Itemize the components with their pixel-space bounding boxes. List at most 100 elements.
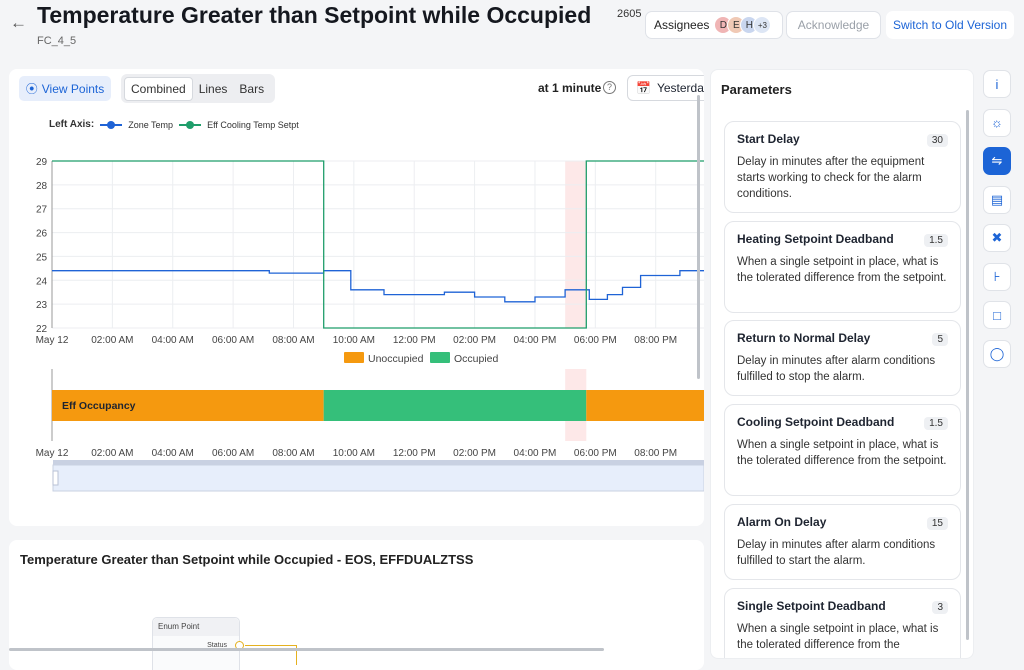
date-picker-button[interactable]: 📅 Yesterday xyxy=(627,75,704,101)
parameter-value: 1.5 xyxy=(924,417,948,430)
y-tick-label: 27 xyxy=(36,205,48,216)
enum-point-node[interactable]: Enum Point Status xyxy=(152,617,244,670)
x-tick-label: May 12 xyxy=(36,335,69,346)
calendar-icon: 📅 xyxy=(636,81,651,95)
parameter-value: 3 xyxy=(932,601,948,614)
flow-title: Temperature Greater than Setpoint while … xyxy=(20,552,474,567)
bar-x-tick-label: May 12 xyxy=(36,448,69,459)
help-icon[interactable]: ? xyxy=(603,81,616,94)
node-port-label: Status xyxy=(207,642,227,649)
setpoint-series xyxy=(52,160,704,329)
parameter-name: Cooling Setpoint Deadband xyxy=(737,415,895,429)
x-tick-label: 04:00 AM xyxy=(152,335,194,346)
y-tick-label: 26 xyxy=(36,229,48,240)
workflow-icon: ⊦ xyxy=(993,268,1001,284)
x-tick-label: 02:00 AM xyxy=(91,335,133,346)
parameter-description: When a single setpoint in place, what is… xyxy=(737,439,947,467)
x-tick-label: 08:00 AM xyxy=(272,335,314,346)
parameter-card[interactable]: Heating Setpoint Deadband 1.5 When a singl… xyxy=(724,221,961,313)
parameter-value: 1.5 xyxy=(924,234,948,247)
range-navigator-window xyxy=(52,464,704,492)
bar-x-tick-label: 04:00 AM xyxy=(152,448,194,459)
interval-label: at 1 minute xyxy=(538,81,602,95)
occupancy-segment xyxy=(586,390,704,421)
sliders-icon: ⇋ xyxy=(991,153,1003,168)
legend-swatch-occupied xyxy=(430,352,450,363)
bar-x-tick-label: 08:00 PM xyxy=(634,448,677,459)
sliders-rail-button[interactable]: ⇋ xyxy=(983,147,1011,175)
legend-unoccupied: Unoccupied xyxy=(368,353,424,365)
assignees-button[interactable]: Assignees D E H +3 xyxy=(645,11,783,39)
bar-x-tick-label: 10:00 AM xyxy=(333,448,375,459)
occupancy-segment xyxy=(323,390,587,421)
parameter-card[interactable]: Single Setpoint Deadband 3 When a single s… xyxy=(724,588,961,658)
bulb-rail-button[interactable]: ☼ xyxy=(983,108,1011,137)
bell-icon: ◯ xyxy=(989,345,1005,361)
x-tick-label: 02:00 PM xyxy=(453,335,496,346)
info-icon: i xyxy=(995,76,999,92)
alarm-highlight-band xyxy=(565,161,587,328)
parameter-card[interactable]: Return to Normal Delay 5 Delay in minutes … xyxy=(724,320,961,396)
assignees-label: Assignees xyxy=(654,18,710,32)
x-tick-label: 10:00 AM xyxy=(333,335,375,346)
view-points-label: View Points xyxy=(41,81,105,96)
parameter-value: 15 xyxy=(926,517,948,530)
parameter-card[interactable]: Alarm On Delay 15 Delay in minutes after a… xyxy=(724,504,961,580)
info-rail-button[interactable]: i xyxy=(983,70,1011,98)
y-tick-label: 28 xyxy=(36,181,48,192)
occupancy-row-label: Eff Occupancy xyxy=(62,400,136,412)
parameters-panel: Parameters Start Delay 30 Delay in minutes… xyxy=(710,69,974,659)
parameter-description: When a single setpoint in place, what is… xyxy=(737,623,939,651)
parameter-card[interactable]: Start Delay 30 Delay in minutes after the … xyxy=(724,121,961,213)
alarm-count: 2605 xyxy=(617,8,642,20)
range-navigator-track xyxy=(53,460,704,465)
bar-x-tick-label: 06:00 PM xyxy=(574,448,617,459)
occupancy-segment xyxy=(52,390,324,421)
tab-lines[interactable]: Lines xyxy=(198,81,228,96)
y-tick-label: 22 xyxy=(36,324,48,335)
view-mode-tabs: Combined Lines Bars xyxy=(121,74,275,103)
x-tick-label: 08:00 PM xyxy=(634,335,677,346)
acknowledge-button[interactable]: Acknowledge xyxy=(786,11,881,39)
parameter-value: 30 xyxy=(926,134,948,147)
bar-x-tick-label: 04:00 PM xyxy=(514,448,557,459)
parameter-description: Delay in minutes after alarm conditions … xyxy=(737,355,936,383)
parameters-scrollbar[interactable] xyxy=(966,110,969,640)
page-header: ← Temperature Greater than Setpoint whil… xyxy=(0,0,1024,64)
tools-rail-button[interactable]: ✖ xyxy=(983,224,1011,252)
back-arrow-icon[interactable]: ← xyxy=(10,13,27,32)
y-tick-label: 29 xyxy=(36,157,48,168)
parameter-description: Delay in minutes after alarm conditions … xyxy=(737,539,936,567)
view-points-button[interactable]: ⦿ View Points xyxy=(19,76,111,101)
node-title: Enum Point xyxy=(153,618,239,636)
clipboard-rail-button[interactable]: ▤ xyxy=(983,185,1011,214)
chat-rail-button[interactable]: □ xyxy=(983,301,1011,329)
parameter-name: Single Setpoint Deadband xyxy=(737,599,886,613)
tab-combined[interactable]: Combined xyxy=(124,76,193,101)
chat-icon: □ xyxy=(993,307,1001,323)
x-tick-label: 06:00 AM xyxy=(212,335,254,346)
legend-zone-temp[interactable]: Zone Temp xyxy=(128,119,174,130)
setpoint-legend-marker xyxy=(179,120,202,129)
tab-bars[interactable]: Bars xyxy=(239,81,265,96)
flow-scrollbar[interactable] xyxy=(9,648,604,651)
bar-x-tick-label: 12:00 PM xyxy=(393,448,436,459)
page-title: Temperature Greater than Setpoint while … xyxy=(37,2,592,28)
parameter-name: Heating Setpoint Deadband xyxy=(737,232,894,246)
parameter-description: Delay in minutes after the equipment sta… xyxy=(737,156,925,200)
bar-x-tick-label: 02:00 PM xyxy=(453,448,496,459)
legend-occupied: Occupied xyxy=(454,353,499,365)
y-tick-label: 23 xyxy=(36,300,48,311)
switch-old-version-button[interactable]: Switch to Old Version xyxy=(886,11,1014,39)
broadcast-icon: ⦿ xyxy=(25,82,38,96)
bell-rail-button[interactable]: ◯ xyxy=(983,339,1011,368)
flow-card: Temperature Greater than Setpoint while … xyxy=(9,540,704,670)
legend-setpoint[interactable]: Eff Cooling Temp Setpt xyxy=(207,119,299,130)
avatar-more: +3 xyxy=(753,16,772,34)
chart-card: ⦿ View Points Combined Lines Bars at 1 m… xyxy=(9,69,704,526)
chart-scrollbar[interactable] xyxy=(697,95,700,379)
parameter-card[interactable]: Cooling Setpoint Deadband 1.5 When a singl… xyxy=(724,404,961,496)
alarm-highlight-band-bar xyxy=(565,369,587,441)
workflow-rail-button[interactable]: ⊦ xyxy=(983,262,1011,291)
